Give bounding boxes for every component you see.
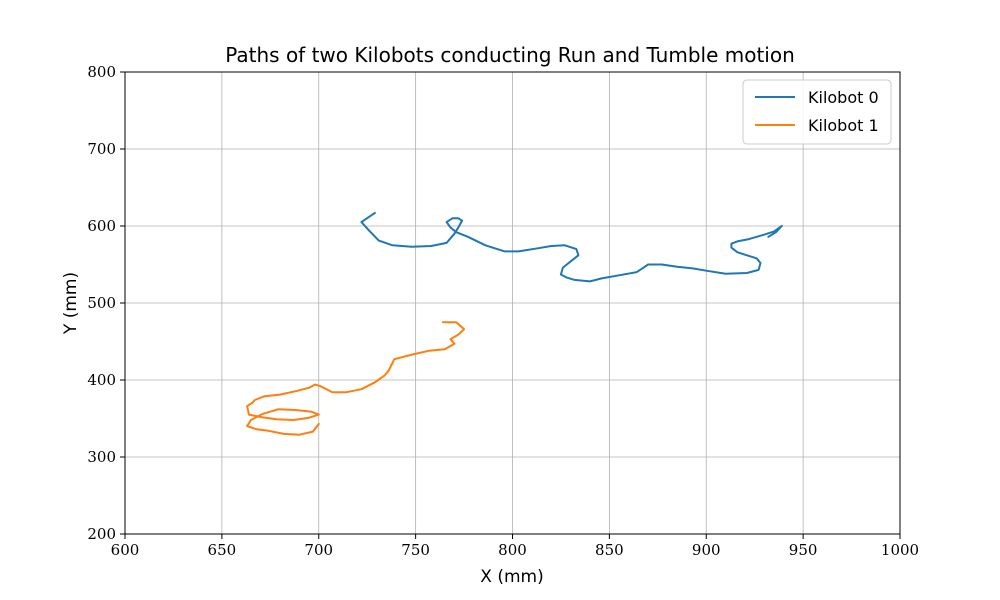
series-line-kilobot-1 — [246, 321, 466, 436]
x-tick-label: 950 — [789, 541, 818, 559]
y-tick-label: 300 — [87, 448, 116, 466]
x-tick-label: 750 — [401, 541, 430, 559]
x-tick-label: 1000 — [881, 541, 919, 559]
legend-label-kilobot-1: Kilobot 1 — [808, 116, 879, 135]
series-line-kilobot-0 — [360, 211, 783, 283]
x-axis-label: X (mm) — [480, 567, 543, 587]
y-axis-label: Y (mm) — [61, 272, 81, 335]
x-tick-label: 850 — [595, 541, 624, 559]
legend: Kilobot 0 Kilobot 1 — [742, 79, 892, 145]
legend-label-kilobot-0: Kilobot 0 — [808, 88, 879, 107]
x-tick-label: 700 — [304, 541, 333, 559]
plot-area — [246, 211, 783, 436]
x-tick-label: 650 — [208, 541, 237, 559]
y-tick-label: 700 — [87, 140, 116, 158]
y-tick-label: 800 — [87, 63, 116, 81]
y-tick-label: 600 — [87, 217, 116, 235]
y-tick-label: 200 — [87, 525, 116, 543]
y-tick-label: 400 — [87, 371, 116, 389]
chart-title: Paths of two Kilobots conducting Run and… — [225, 43, 795, 67]
x-tick-label: 800 — [498, 541, 527, 559]
y-tick-label: 500 — [87, 294, 116, 312]
x-tick-label: 900 — [692, 541, 721, 559]
x-tick-label: 600 — [111, 541, 140, 559]
axis-ticks: 600 650 700 750 800 850 900 950 1000 200 300 400 500… — [87, 63, 919, 559]
